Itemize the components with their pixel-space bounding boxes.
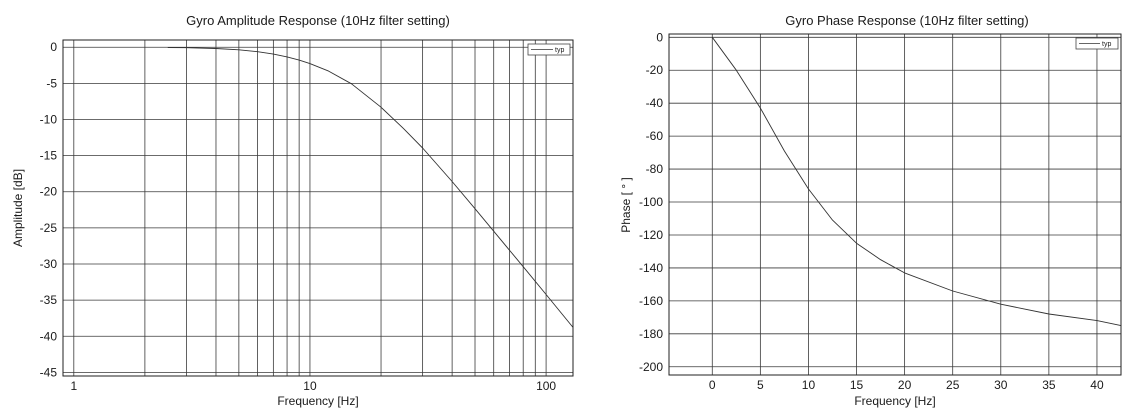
amplitude-chart: Gyro Amplitude Response (10Hz filter set…: [11, 13, 574, 408]
phase-y-tick-labels: 0 -20 -40 -60 -80 -100 -120 -140 -160 -180 -200: [639, 30, 663, 373]
amplitude-y-tick-label: -30: [40, 257, 58, 271]
phase-y-tick-label: -180: [639, 327, 663, 341]
amplitude-y-tick-label: -25: [40, 221, 58, 235]
amplitude-y-tick-label: -15: [40, 149, 58, 163]
amplitude-legend-label: typ: [555, 47, 564, 54]
phase-x-tick-label: 15: [850, 378, 864, 392]
phase-y-tick-label: -40: [646, 96, 664, 110]
phase-plot-frame: [668, 33, 1122, 376]
phase-grid: [669, 34, 1121, 375]
amplitude-legend: typ: [527, 43, 571, 56]
amplitude-x-axis-label: Frequency [Hz]: [277, 394, 358, 408]
phase-x-tick-label: 25: [946, 378, 960, 392]
phase-chart-title: Gyro Phase Response (10Hz filter setting…: [785, 13, 1029, 28]
amplitude-x-tick-labels: 1 10 100: [70, 379, 556, 393]
phase-chart: Gyro Phase Response (10Hz filter setting…: [619, 13, 1122, 408]
amplitude-x-tick-label: 100: [536, 379, 556, 393]
phase-x-tick-labels: 0 5 10 15 20 25 30 35 40: [709, 378, 1104, 392]
amplitude-y-tick-label: -45: [40, 365, 58, 379]
amplitude-grid: [63, 40, 573, 376]
phase-legend: typ: [1075, 37, 1119, 50]
amplitude-series-line-typ: [167, 47, 574, 328]
phase-y-tick-label: -100: [639, 195, 663, 209]
phase-x-tick-label: 20: [898, 378, 912, 392]
phase-y-tick-label: -200: [639, 360, 663, 374]
phase-x-tick-label: 10: [802, 378, 816, 392]
amplitude-y-tick-label: -40: [40, 329, 58, 343]
amplitude-plot-frame: [62, 39, 574, 377]
phase-y-tick-label: -120: [639, 228, 663, 242]
phase-y-tick-label: -60: [646, 129, 664, 143]
amplitude-y-tick-label: -5: [46, 76, 57, 90]
amplitude-chart-title: Gyro Amplitude Response (10Hz filter set…: [186, 13, 450, 28]
amplitude-y-tick-label: 0: [50, 40, 57, 54]
amplitude-y-tick-label: -20: [40, 185, 58, 199]
phase-x-tick-label: 40: [1090, 378, 1104, 392]
amplitude-series: [167, 47, 574, 328]
phase-y-tick-label: -20: [646, 63, 664, 77]
amplitude-y-axis-label: Amplitude [dB]: [11, 169, 25, 247]
phase-legend-label: typ: [1102, 41, 1111, 48]
phase-x-tick-label: 30: [994, 378, 1008, 392]
phase-y-tick-label: 0: [656, 30, 663, 44]
amplitude-y-tick-label: -35: [40, 293, 58, 307]
phase-x-tick-label: 5: [757, 378, 764, 392]
phase-y-tick-label: -80: [646, 162, 664, 176]
phase-x-axis-label: Frequency [Hz]: [854, 394, 935, 408]
amplitude-x-tick-label: 10: [303, 379, 317, 393]
phase-x-tick-label: 35: [1042, 378, 1056, 392]
phase-y-axis-label: Phase [ ° ]: [619, 177, 633, 233]
amplitude-y-tick-label: -10: [40, 112, 58, 126]
phase-y-tick-label: -140: [639, 261, 663, 275]
phase-y-tick-label: -160: [639, 294, 663, 308]
phase-series: [711, 37, 1122, 327]
amplitude-x-tick-label: 1: [70, 379, 77, 393]
amplitude-y-tick-labels: 0 -5 -10 -15 -20 -25 -30 -35 -40 -45: [40, 40, 58, 379]
phase-series-line-typ: [711, 37, 1122, 327]
phase-x-tick-label: 0: [709, 378, 716, 392]
